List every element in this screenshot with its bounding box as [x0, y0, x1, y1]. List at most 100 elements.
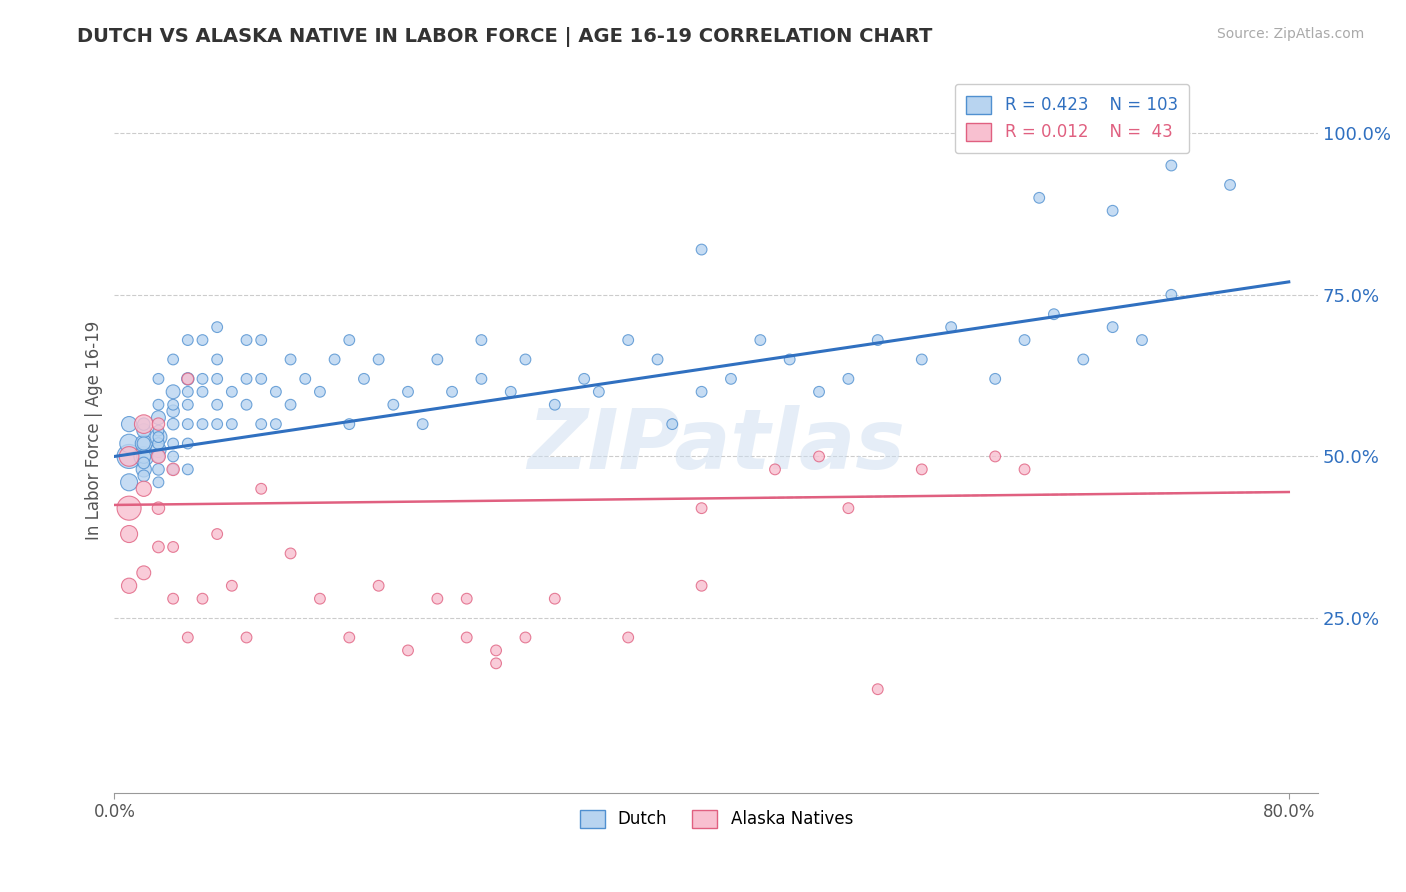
Point — [690, 579, 713, 593]
Point — [221, 579, 243, 593]
Point — [118, 527, 141, 541]
Point — [837, 501, 859, 516]
Point — [544, 398, 567, 412]
Point — [309, 591, 332, 606]
Point — [1130, 333, 1153, 347]
Point — [132, 436, 155, 450]
Text: ZIPatlas: ZIPatlas — [527, 405, 905, 485]
Point — [456, 631, 478, 645]
Y-axis label: In Labor Force | Age 16-19: In Labor Force | Age 16-19 — [86, 321, 103, 541]
Point — [177, 372, 200, 386]
Point — [235, 398, 257, 412]
Point — [177, 398, 200, 412]
Point — [396, 384, 419, 399]
Point — [911, 352, 934, 367]
Text: DUTCH VS ALASKA NATIVE IN LABOR FORCE | AGE 16-19 CORRELATION CHART: DUTCH VS ALASKA NATIVE IN LABOR FORCE | … — [77, 27, 932, 46]
Point — [470, 333, 492, 347]
Point — [177, 384, 200, 399]
Point — [118, 475, 141, 490]
Point — [162, 384, 184, 399]
Point — [456, 591, 478, 606]
Point — [191, 333, 214, 347]
Point — [1101, 320, 1123, 334]
Point — [1101, 203, 1123, 218]
Point — [148, 442, 170, 457]
Point — [426, 352, 449, 367]
Point — [191, 591, 214, 606]
Point — [132, 436, 155, 450]
Point — [221, 417, 243, 431]
Point — [148, 398, 170, 412]
Point — [690, 501, 713, 516]
Point — [205, 398, 228, 412]
Point — [690, 243, 713, 257]
Point — [177, 436, 200, 450]
Point — [132, 450, 155, 464]
Point — [367, 352, 389, 367]
Point — [148, 430, 170, 444]
Point — [412, 417, 434, 431]
Point — [485, 657, 508, 671]
Point — [177, 631, 200, 645]
Point — [1219, 178, 1241, 192]
Point — [132, 482, 155, 496]
Point — [235, 631, 257, 645]
Point — [148, 540, 170, 554]
Point — [162, 540, 184, 554]
Point — [132, 456, 155, 470]
Point — [485, 643, 508, 657]
Point — [148, 450, 170, 464]
Point — [221, 384, 243, 399]
Point — [148, 417, 170, 431]
Point — [763, 462, 786, 476]
Point — [939, 320, 962, 334]
Point — [588, 384, 610, 399]
Point — [499, 384, 522, 399]
Point — [808, 384, 831, 399]
Point — [205, 352, 228, 367]
Point — [367, 579, 389, 593]
Point — [720, 372, 742, 386]
Point — [148, 462, 170, 476]
Point — [132, 417, 155, 431]
Point — [337, 333, 360, 347]
Point — [132, 468, 155, 483]
Point — [118, 417, 141, 431]
Point — [837, 372, 859, 386]
Point — [647, 352, 669, 367]
Point — [250, 417, 273, 431]
Point — [1014, 333, 1036, 347]
Point — [162, 462, 184, 476]
Point — [118, 501, 141, 516]
Point — [162, 417, 184, 431]
Point — [132, 566, 155, 580]
Point — [1043, 307, 1066, 321]
Point — [1071, 352, 1094, 367]
Point — [353, 372, 375, 386]
Point — [205, 320, 228, 334]
Point — [162, 591, 184, 606]
Point — [1160, 159, 1182, 173]
Point — [515, 631, 537, 645]
Point — [382, 398, 405, 412]
Point — [690, 384, 713, 399]
Point — [191, 417, 214, 431]
Point — [441, 384, 464, 399]
Point — [177, 372, 200, 386]
Point — [191, 372, 214, 386]
Point — [396, 643, 419, 657]
Point — [162, 404, 184, 418]
Point — [426, 591, 449, 606]
Point — [280, 398, 302, 412]
Point — [205, 527, 228, 541]
Point — [617, 631, 640, 645]
Point — [148, 450, 170, 464]
Point — [132, 417, 155, 431]
Point — [911, 462, 934, 476]
Point — [1014, 462, 1036, 476]
Point — [572, 372, 595, 386]
Point — [866, 333, 889, 347]
Point — [162, 462, 184, 476]
Point — [294, 372, 316, 386]
Point — [984, 372, 1007, 386]
